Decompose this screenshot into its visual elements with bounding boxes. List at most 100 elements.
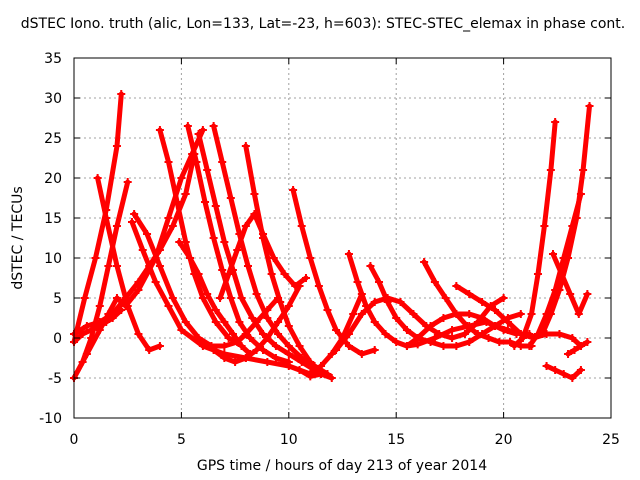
data-point-marker	[263, 358, 272, 366]
series-line	[196, 131, 318, 373]
data-point-marker	[317, 362, 326, 370]
data-point-marker	[375, 278, 384, 286]
data-point-marker	[203, 166, 212, 174]
data-point-marker	[370, 298, 379, 306]
data-point-marker	[284, 302, 293, 310]
data-point-marker	[250, 210, 259, 218]
data-point-marker	[95, 322, 104, 330]
data-point-marker	[220, 354, 229, 362]
data-point-marker	[259, 330, 268, 338]
x-tick-label: 20	[495, 432, 513, 448]
data-point-marker	[327, 350, 336, 358]
data-point-marker	[392, 338, 401, 346]
data-point-marker	[503, 326, 512, 334]
data-point-marker	[104, 262, 113, 270]
data-point-marker	[134, 286, 143, 294]
data-point-marker	[175, 238, 184, 246]
y-tick-label: 5	[53, 291, 62, 307]
data-point-marker	[551, 366, 560, 374]
series-pass-28	[542, 362, 585, 382]
data-point-marker	[220, 238, 229, 246]
series-pass-05	[70, 126, 207, 382]
data-point-marker	[533, 330, 542, 338]
y-tick-label: 30	[44, 91, 62, 107]
data-point-marker	[134, 330, 143, 338]
data-point-marker	[248, 314, 257, 322]
series-pass-10	[183, 122, 293, 366]
plot-frame	[73, 57, 612, 419]
data-point-marker	[102, 214, 111, 222]
series-line	[71, 91, 124, 345]
data-point-marker	[231, 358, 240, 366]
data-point-marker	[241, 222, 250, 230]
data-point-marker	[460, 330, 469, 338]
data-point-marker	[381, 330, 390, 338]
data-point-marker	[112, 222, 121, 230]
series-line	[157, 127, 249, 345]
data-point-marker	[570, 346, 579, 354]
data-point-marker	[183, 122, 192, 130]
y-tick-label: 35	[44, 51, 62, 67]
data-point-marker	[168, 222, 177, 230]
data-point-marker	[314, 282, 323, 290]
data-point-marker	[357, 310, 366, 318]
data-point-marker	[559, 254, 568, 262]
data-point-marker	[241, 142, 250, 150]
data-point-marker	[463, 322, 472, 330]
data-point-marker	[209, 122, 218, 130]
data-point-marker	[185, 254, 194, 262]
data-point-marker	[549, 250, 558, 258]
data-point-marker	[430, 334, 439, 342]
data-point-marker	[465, 338, 474, 346]
data-point-marker	[323, 306, 332, 314]
data-point-marker	[583, 290, 592, 298]
data-point-marker	[435, 330, 444, 338]
data-point-marker	[430, 278, 439, 286]
data-point-marker	[91, 254, 100, 262]
data-point-marker	[306, 358, 315, 366]
data-point-marker	[546, 166, 555, 174]
data-point-marker	[306, 370, 315, 378]
series-pass-23	[452, 282, 585, 350]
y-tick-label: 0	[53, 331, 62, 347]
data-point-marker	[145, 346, 154, 354]
y-axis-label: dSTEC / TECUs	[10, 186, 26, 289]
data-point-marker	[284, 358, 293, 366]
data-point-marker	[218, 266, 227, 274]
data-point-marker	[370, 318, 379, 326]
data-point-marker	[491, 306, 500, 314]
x-tick-label: 0	[70, 432, 79, 448]
data-point-marker	[426, 338, 435, 346]
data-point-marker	[235, 318, 244, 326]
data-point-marker	[102, 318, 111, 326]
series-line	[333, 295, 507, 353]
data-point-marker	[542, 310, 551, 318]
data-point-marker	[151, 278, 160, 286]
data-point-marker	[555, 330, 564, 338]
y-tick-label: -10	[39, 411, 62, 427]
series-pass-16	[289, 186, 379, 358]
data-point-marker	[527, 310, 536, 318]
data-point-marker	[198, 294, 207, 302]
data-point-marker	[383, 294, 392, 302]
data-point-marker	[370, 346, 379, 354]
data-point-marker	[201, 198, 210, 206]
data-point-marker	[78, 330, 87, 338]
data-point-marker	[284, 342, 293, 350]
data-point-marker	[271, 342, 280, 350]
grid-lines	[74, 58, 611, 418]
data-point-marker	[192, 158, 201, 166]
data-point-marker	[226, 194, 235, 202]
data-point-marker	[332, 326, 341, 334]
data-point-marker	[93, 174, 102, 182]
y-tick-label: 10	[44, 251, 62, 267]
data-point-marker	[327, 374, 336, 382]
data-point-marker	[237, 294, 246, 302]
data-point-marker	[317, 370, 326, 378]
data-point-marker	[280, 270, 289, 278]
data-point-marker	[194, 334, 203, 342]
data-point-marker	[276, 298, 285, 306]
data-point-marker	[568, 374, 577, 382]
data-point-marker	[306, 254, 315, 262]
